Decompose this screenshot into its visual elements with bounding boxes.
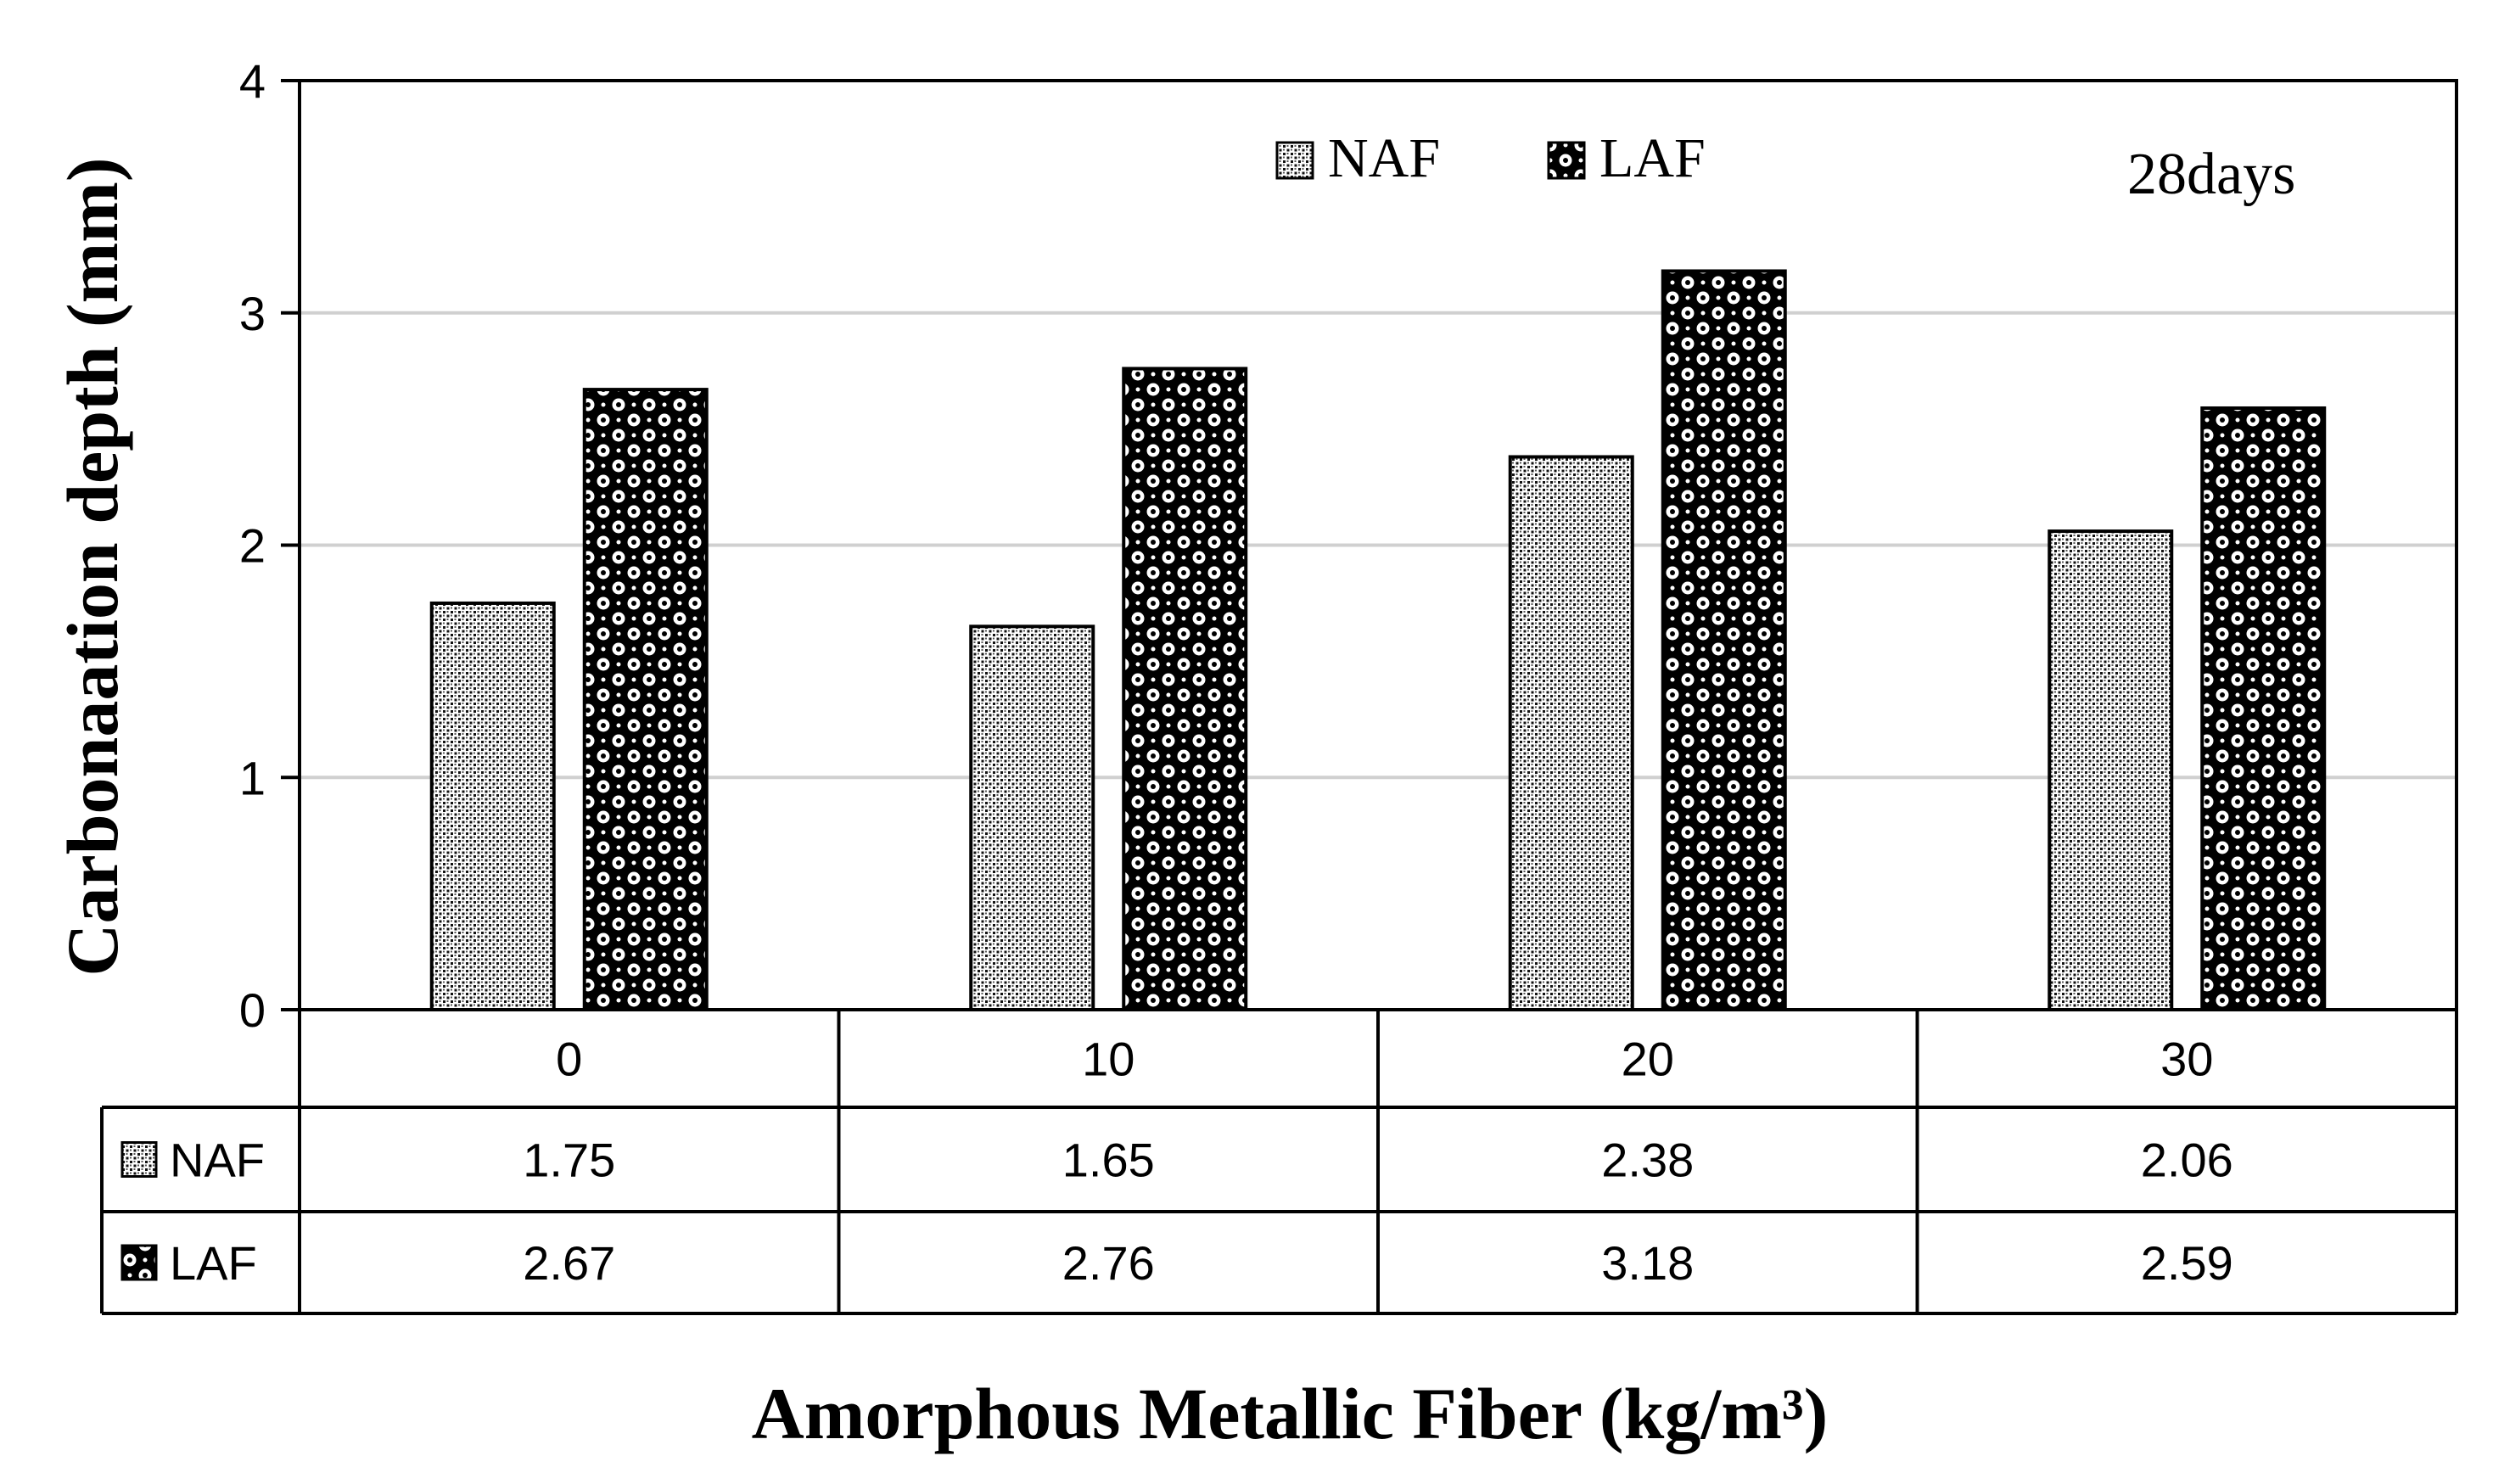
bar-laf-0 [582, 388, 709, 1011]
bars [429, 269, 2327, 1012]
table-legend-key-naf [120, 1141, 158, 1178]
bar-laf-10 [1122, 367, 1248, 1011]
y-tick-label-2: 2 [239, 519, 266, 573]
age-annotation: 28days [2127, 142, 2295, 207]
y-tick-label-1: 1 [239, 751, 266, 804]
bar-naf-0 [429, 601, 556, 1011]
bar-naf-20 [1508, 455, 1634, 1011]
x-tick-label-20: 20 [1622, 1033, 1674, 1086]
legend-swatch-laf [1547, 141, 1586, 180]
table-series-label-laf: LAF [170, 1236, 257, 1290]
data-label-naf-20: 2.38 [1601, 1134, 1694, 1187]
data-label-naf-0: 1.75 [523, 1134, 615, 1187]
legend-label-laf: LAF [1599, 127, 1706, 189]
data-label-laf-10: 2.76 [1062, 1236, 1155, 1290]
bar-naf-30 [2048, 529, 2174, 1011]
y-axis-title: Carbonaation depth (mm) [52, 157, 133, 976]
x-tick-label-30: 30 [2160, 1033, 2213, 1086]
legend-swatch-naf [1275, 141, 1314, 180]
data-label-laf-20: 3.18 [1601, 1236, 1694, 1290]
data-label-laf-0: 2.67 [523, 1236, 615, 1290]
legend: NAF LAF [1275, 127, 1706, 189]
data-label-naf-30: 2.06 [2141, 1134, 2233, 1187]
bar-laf-20 [1661, 269, 1787, 1012]
x-axis-title: Amorphous Metallic Fiber (kg/m³) [752, 1373, 1829, 1454]
y-tick-label-0: 0 [239, 983, 266, 1037]
x-tick-label-10: 10 [1082, 1033, 1134, 1086]
y-tick-label-3: 3 [239, 287, 266, 340]
bar-naf-10 [969, 624, 1095, 1011]
data-label-naf-10: 1.65 [1062, 1134, 1155, 1187]
table-series-label-naf: NAF [170, 1134, 265, 1187]
x-tick-label-0: 0 [556, 1033, 582, 1086]
data-table: 0 10 20 30 NAF 1.75 1.65 2.38 2.06 LAF 2.67 2.76 3.1… [100, 1010, 2458, 1315]
y-axis: 0 1 2 3 4 [239, 54, 301, 1037]
y-tick-label-4: 4 [239, 54, 266, 108]
data-label-laf-30: 2.59 [2141, 1236, 2233, 1290]
bar-laf-30 [2200, 406, 2327, 1011]
legend-label-naf: NAF [1328, 127, 1440, 189]
table-legend-key-laf [120, 1244, 158, 1281]
